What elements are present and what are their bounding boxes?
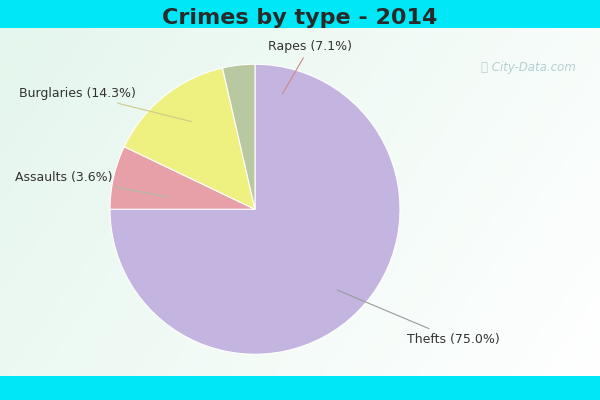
Text: Rapes (7.1%): Rapes (7.1%) [268, 40, 352, 94]
Wedge shape [124, 68, 255, 209]
Text: Thefts (75.0%): Thefts (75.0%) [337, 290, 500, 346]
Text: Crimes by type - 2014: Crimes by type - 2014 [163, 8, 437, 28]
Text: ⓘ City-Data.com: ⓘ City-Data.com [481, 62, 575, 74]
Wedge shape [110, 64, 400, 354]
Text: Burglaries (14.3%): Burglaries (14.3%) [19, 87, 191, 122]
Wedge shape [110, 147, 255, 209]
Text: Assaults (3.6%): Assaults (3.6%) [16, 171, 168, 197]
Wedge shape [223, 64, 255, 209]
